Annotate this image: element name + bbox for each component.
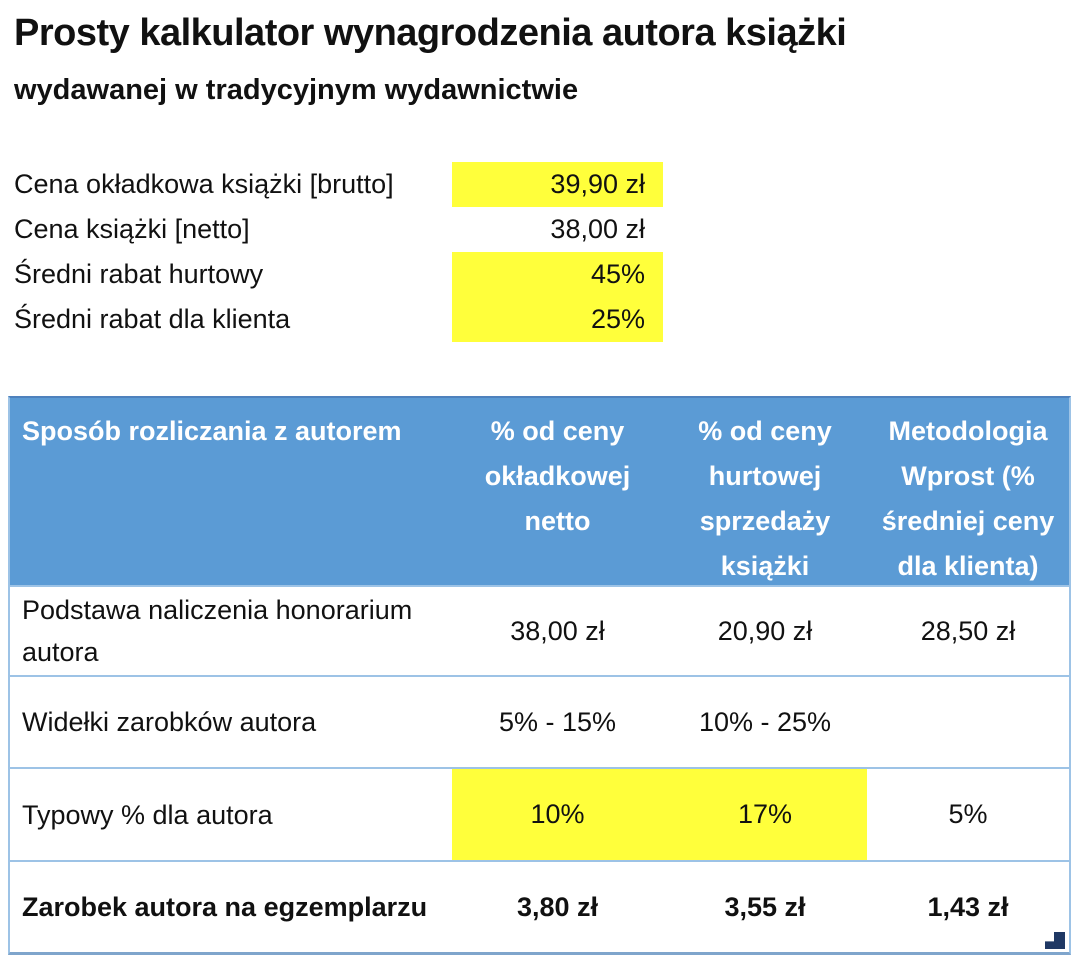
cell-value: 1,43 zł (927, 891, 1009, 922)
column-header-settlement-method: Sposób rozliczania z autorem (22, 416, 402, 446)
param-label: Cena okładkowa książki [brutto] (14, 169, 394, 199)
cell-value-input-cell[interactable]: 17% (663, 769, 867, 860)
table-row-author-earning-per-copy: Zarobek autora na egzemplarzu 3,80 zł 3,… (10, 860, 1069, 952)
row-label: Typowy % dla autora (22, 799, 273, 830)
cell-value: 3,80 zł (516, 891, 599, 922)
param-row-wholesale-discount: Średni rabat hurtowy 45% (0, 252, 700, 297)
cell-value-empty (867, 677, 1069, 767)
row-label: Zarobek autora na egzemplarzu (22, 892, 428, 922)
input-parameters: Cena okładkowa książki [brutto] 39,90 zł… (0, 162, 700, 342)
cell-value: 28,50 zł (920, 615, 1016, 646)
cell-value: 5% - 15% (498, 706, 617, 737)
row-label: Podstawa naliczenia honorarium autora (22, 595, 413, 667)
param-row-cover-price-gross: Cena okładkowa książki [brutto] 39,90 zł (0, 162, 700, 207)
page-subtitle: wydawanej w tradycyjnym wydawnictwie (14, 74, 579, 106)
cell-value: 20,90 zł (717, 615, 813, 646)
cell-value: 10% - 25% (698, 706, 832, 737)
param-value-input-cell[interactable]: 25% (452, 297, 663, 342)
param-value-cell: 38,00 zł (550, 214, 645, 244)
table-header-row: Sposób rozliczania z autorem % od ceny o… (10, 398, 1069, 585)
param-label: Średni rabat hurtowy (14, 259, 264, 289)
param-label: Średni rabat dla klienta (14, 304, 291, 334)
column-header-pct-cover-net: % od ceny okładkowej netto (484, 416, 631, 536)
row-label: Widełki zarobków autora (22, 707, 317, 737)
param-row-net-price: Cena książki [netto] 38,00 zł (0, 207, 700, 252)
table-row-earnings-range: Widełki zarobków autora 5% - 15% 10% - 2… (10, 675, 1069, 767)
column-header-pct-wholesale: % od ceny hurtowej sprzedaży książki (698, 416, 832, 581)
param-value-input-cell[interactable]: 39,90 zł (452, 162, 663, 207)
cell-value: 5% (948, 799, 988, 829)
page-title: Prosty kalkulator wynagrodzenia autora k… (14, 12, 847, 54)
param-row-customer-discount: Średni rabat dla klienta 25% (0, 297, 700, 342)
param-label: Cena książki [netto] (14, 214, 250, 244)
cell-value-input-cell[interactable]: 10% (452, 769, 663, 860)
column-header-methodology-wprost: Metodologia Wprost (% średniej ceny dla … (881, 416, 1055, 581)
cell-value: 38,00 zł (510, 615, 605, 646)
royalty-table: Sposób rozliczania z autorem % od ceny o… (8, 396, 1071, 955)
table-row-typical-percentage: Typowy % dla autora 10% 17% 5% (10, 767, 1069, 860)
table-row-royalty-base: Podstawa naliczenia honorarium autora 38… (10, 585, 1069, 675)
param-value-input-cell[interactable]: 45% (452, 252, 663, 297)
cell-value: 3,55 zł (724, 891, 806, 922)
